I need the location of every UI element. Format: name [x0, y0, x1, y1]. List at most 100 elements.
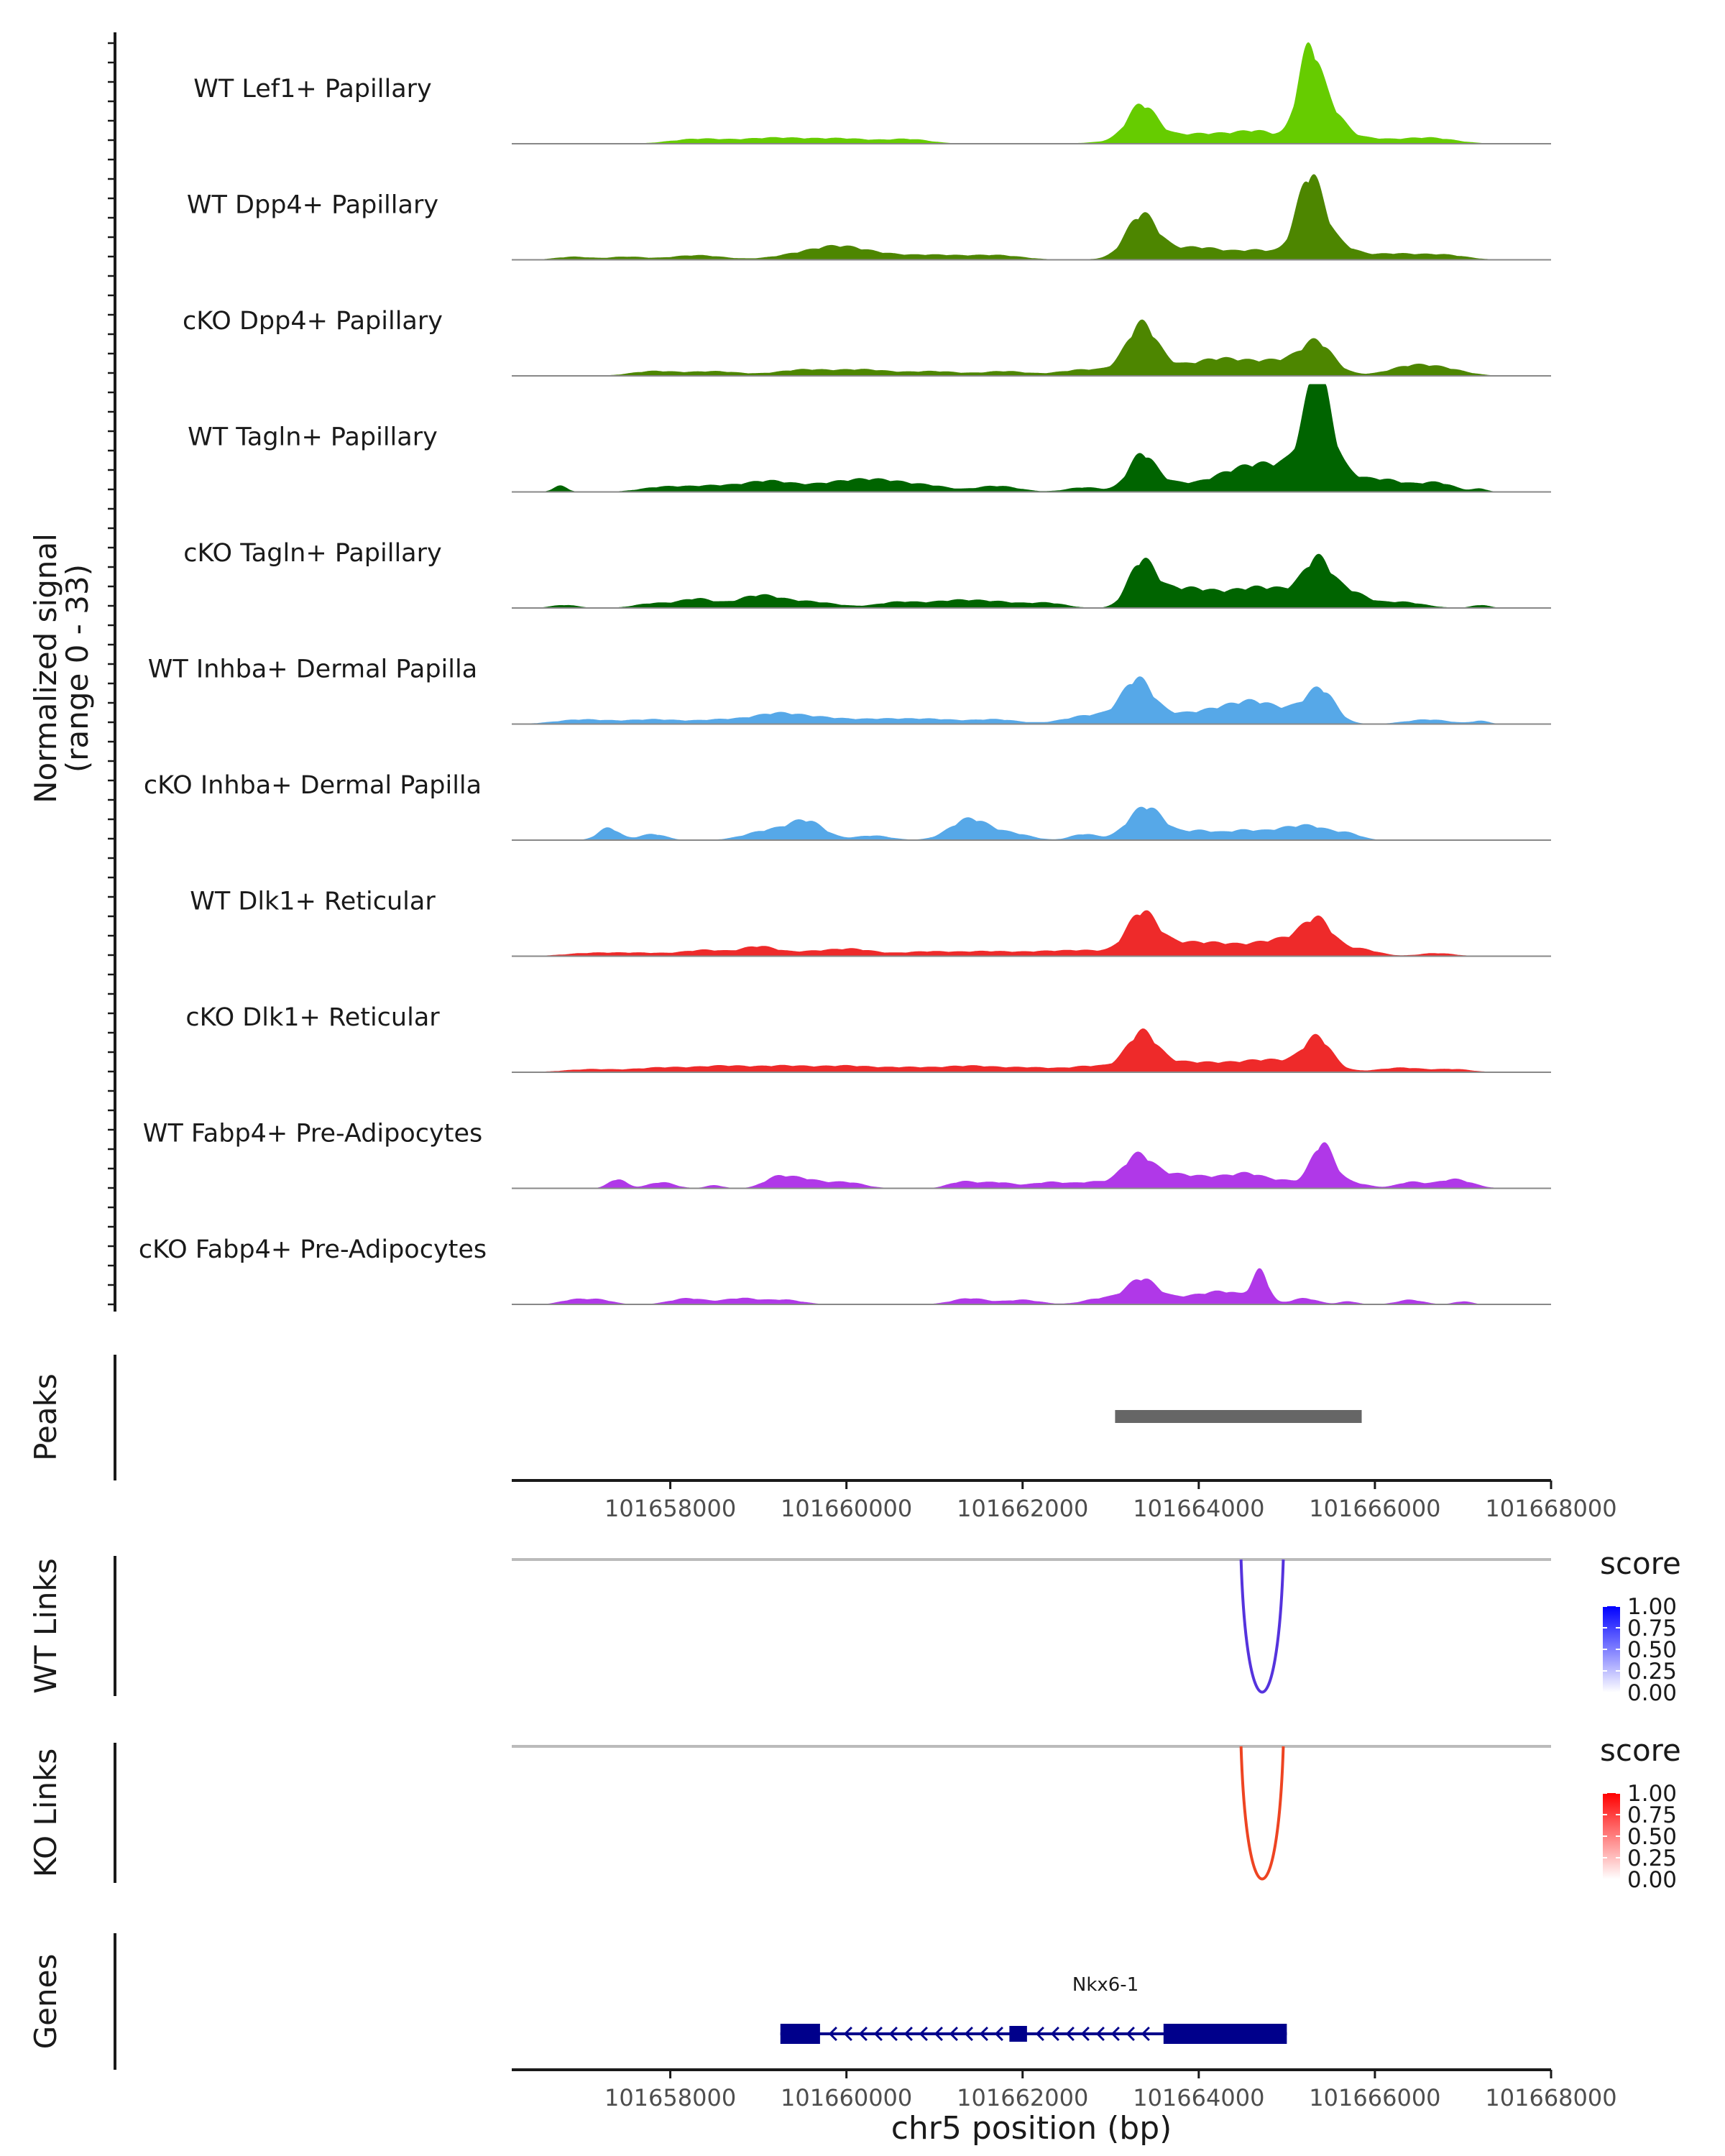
legend-title: score — [1600, 1733, 1681, 1768]
genes-label: Genes — [28, 1954, 63, 2050]
track-label: WT Fabp4+ Pre-Adipocytes — [143, 1120, 482, 1148]
gene-exon — [1009, 2026, 1027, 2042]
genes-x-tick-label: 101666000 — [1309, 2084, 1440, 2111]
strand-arrow — [873, 2026, 883, 2042]
peaks-x-tick-label: 101660000 — [781, 1495, 912, 1522]
legend-tick-label: 0.50 — [1627, 1637, 1677, 1663]
genes-x-tick-label: 101658000 — [604, 2084, 736, 2111]
links-panel: WT Links score 1.000.750.500.250.00 — [28, 1546, 1681, 1706]
track-label: WT Inhba+ Dermal Papilla — [148, 655, 477, 684]
signal-area — [512, 1268, 1551, 1304]
y-axis-label: Normalized signal — [28, 533, 63, 803]
strand-arrow — [964, 2026, 973, 2042]
track-label: cKO Inhba+ Dermal Papilla — [144, 771, 482, 800]
genes-panel: Genes Nkx6-1 101658000 101660000 101662000 10… — [28, 1933, 1617, 2147]
y-axis-range-label: (range 0 - 33) — [60, 564, 95, 773]
track-label: WT Tagln+ Papillary — [188, 423, 438, 452]
track-label: cKO Dpp4+ Papillary — [183, 307, 443, 336]
signal-area — [512, 676, 1551, 724]
track-label: WT Dpp4+ Papillary — [187, 191, 438, 220]
track-label: WT Dlk1+ Reticular — [190, 888, 436, 916]
track-label: cKO Fabp4+ Pre-Adipocytes — [139, 1235, 487, 1264]
signal-area — [512, 319, 1551, 376]
strand-arrow — [888, 2026, 898, 2042]
legend-tick-label: 0.25 — [1627, 1659, 1677, 1685]
strand-arrow — [1050, 2026, 1059, 2042]
peaks-label: Peaks — [28, 1373, 63, 1461]
signal-tracks: WT Lef1+ Papillary WT Dpp4+ Papillary cKO … — [139, 42, 1551, 1305]
gene-exon — [1163, 2024, 1287, 2044]
x-axis-title: chr5 position (bp) — [891, 2110, 1172, 2147]
gene-exon — [780, 2024, 820, 2044]
signal-track: cKO Fabp4+ Pre-Adipocytes — [139, 1235, 1551, 1305]
strand-arrow — [919, 2026, 928, 2042]
signal-track: cKO Tagln+ Papillary — [183, 539, 1551, 609]
strand-arrow — [903, 2026, 913, 2042]
signal-area — [512, 806, 1551, 840]
gene-name: Nkx6-1 — [1072, 1974, 1138, 1996]
signal-area — [512, 553, 1551, 608]
gene-model: Nkx6-1 — [780, 1974, 1287, 2044]
links-label: KO Links — [28, 1749, 63, 1878]
signal-area — [512, 910, 1551, 957]
peaks-x-tick-label: 101664000 — [1133, 1495, 1264, 1522]
signal-track: cKO Dpp4+ Papillary — [183, 307, 1551, 377]
legend-tick-label: 0.00 — [1627, 1680, 1677, 1706]
peak-region — [1115, 1410, 1362, 1423]
peaks-x-tick-label: 101658000 — [604, 1495, 736, 1522]
strand-arrow — [979, 2026, 988, 2042]
score-legend: score 1.000.750.500.250.00 — [1600, 1733, 1681, 1893]
genes-x-tick-label: 101664000 — [1133, 2084, 1264, 2111]
signal-y-axis — [108, 32, 116, 1312]
signal-track: WT Lef1+ Papillary — [193, 42, 1551, 144]
peaks-x-tick-label: 101662000 — [957, 1495, 1088, 1522]
signal-track: cKO Dlk1+ Reticular — [185, 1003, 1551, 1073]
track-label: cKO Tagln+ Papillary — [183, 539, 442, 568]
signal-area — [512, 42, 1551, 144]
strand-arrow — [1065, 2026, 1075, 2042]
legend-tick-label: 0.00 — [1627, 1867, 1677, 1893]
signal-area — [512, 174, 1551, 260]
signal-track: WT Inhba+ Dermal Papilla — [148, 655, 1551, 725]
genes-x-tick-label: 101660000 — [781, 2084, 912, 2111]
strand-arrow — [828, 2026, 837, 2042]
track-label: cKO Dlk1+ Reticular — [185, 1003, 440, 1032]
legend-tick-label: 0.25 — [1627, 1846, 1677, 1871]
legend-tick-label: 1.00 — [1627, 1594, 1677, 1620]
peaks-x-tick-label: 101666000 — [1309, 1495, 1440, 1522]
signal-area — [512, 1142, 1551, 1189]
signal-track: WT Tagln+ Papillary — [188, 384, 1551, 493]
links-panel: KO Links score 1.000.750.500.250.00 — [28, 1733, 1681, 1893]
strand-arrow — [1080, 2026, 1090, 2042]
strand-arrow — [1035, 2026, 1044, 2042]
strand-arrow — [1110, 2026, 1120, 2042]
genes-x-tick-label: 101668000 — [1485, 2084, 1616, 2111]
legend-tick-label: 1.00 — [1627, 1781, 1677, 1807]
signal-area — [512, 1028, 1551, 1072]
signal-track: WT Dlk1+ Reticular — [190, 888, 1551, 957]
genes-x-tick-label: 101662000 — [957, 2084, 1088, 2111]
signal-area — [512, 384, 1551, 492]
legend-tick-label: 0.75 — [1627, 1616, 1677, 1641]
signal-track: WT Dpp4+ Papillary — [187, 174, 1551, 261]
link-arc — [1239, 1746, 1285, 1881]
strand-arrow — [934, 2026, 943, 2042]
track-label: WT Lef1+ Papillary — [193, 75, 432, 103]
legend-title: score — [1600, 1546, 1681, 1581]
strand-arrow — [858, 2026, 868, 2042]
links-label: WT Links — [28, 1558, 63, 1693]
legend-tick-label: 0.50 — [1627, 1824, 1677, 1850]
link-arc — [1239, 1559, 1285, 1694]
score-legend: score 1.000.750.500.250.00 — [1600, 1546, 1681, 1706]
strand-arrow — [949, 2026, 958, 2042]
signal-track: WT Fabp4+ Pre-Adipocytes — [143, 1120, 1551, 1189]
strand-arrow — [1141, 2026, 1150, 2042]
peaks-x-tick-label: 101668000 — [1485, 1495, 1616, 1522]
legend-tick-label: 0.75 — [1627, 1802, 1677, 1828]
strand-arrow — [994, 2026, 1003, 2042]
strand-arrow — [843, 2026, 852, 2042]
strand-arrow — [1126, 2026, 1135, 2042]
strand-arrow — [1095, 2026, 1105, 2042]
